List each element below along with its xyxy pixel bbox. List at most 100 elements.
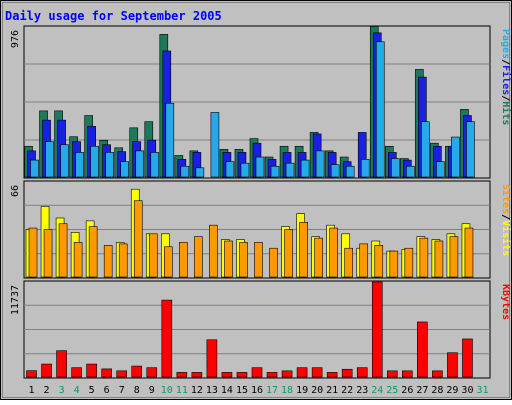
y-max-label: 976 bbox=[10, 30, 21, 48]
bar-pages-day-27 bbox=[421, 121, 430, 178]
bar-pages-day-17 bbox=[270, 165, 280, 178]
bar-pages-day-24 bbox=[375, 41, 385, 178]
bar-pages-day-30 bbox=[466, 121, 475, 178]
legend: Sites/Visits bbox=[500, 184, 512, 256]
legend-hits: Hits bbox=[500, 101, 512, 125]
x-tick-label-day-3: 3 bbox=[59, 385, 65, 396]
bar-kbytes-day-22 bbox=[341, 368, 353, 378]
x-tick-label-day-10: 10 bbox=[161, 385, 173, 396]
bar-pages-day-25 bbox=[390, 158, 400, 178]
bar-sites-day-5 bbox=[88, 226, 98, 278]
bar-sites-day-8 bbox=[133, 200, 143, 278]
bar-pages-day-26 bbox=[406, 165, 415, 178]
bar-pages-day-29 bbox=[451, 136, 460, 178]
bar-kbytes-day-28 bbox=[432, 370, 443, 378]
bar-kbytes-day-19 bbox=[296, 367, 308, 378]
bar-kbytes-day-17 bbox=[266, 372, 278, 378]
x-axis-day-labels: 1 2 3 4 5 6 7 8 9 10 11 12 13 14 15 16 17 18 19 20 21 22 23 24 2… bbox=[29, 385, 489, 396]
x-tick-label-day-31: 31 bbox=[476, 385, 488, 396]
legend-visits: Visits bbox=[500, 220, 512, 256]
bar-pages-day-4 bbox=[75, 152, 84, 178]
bar-kbytes-day-11 bbox=[176, 372, 188, 378]
bar-kbytes-day-27 bbox=[417, 321, 428, 378]
bar-sites-day-16 bbox=[254, 242, 263, 278]
bar-kbytes-day-30 bbox=[462, 338, 473, 378]
bar-pages-day-7 bbox=[120, 161, 130, 178]
bar-sites-day-14 bbox=[224, 240, 233, 278]
bar-pages-day-8 bbox=[135, 150, 145, 178]
bar-kbytes-day-15 bbox=[236, 372, 248, 378]
x-tick-label-day-20: 20 bbox=[311, 385, 323, 396]
bar-pages-day-18 bbox=[285, 162, 295, 178]
bar-kbytes-day-8 bbox=[131, 365, 143, 378]
x-tick-label-day-23: 23 bbox=[356, 385, 368, 396]
bar-sites-day-2 bbox=[43, 229, 53, 278]
bar-pages-day-12 bbox=[195, 167, 205, 178]
bar-kbytes-day-5 bbox=[86, 363, 97, 378]
bar-sites-day-25 bbox=[389, 250, 399, 278]
x-tick-label-day-1: 1 bbox=[29, 385, 35, 396]
bar-kbytes-day-18 bbox=[281, 370, 293, 378]
bar-kbytes-day-16 bbox=[251, 367, 263, 378]
bar-sites-day-24 bbox=[374, 245, 384, 278]
bar-sites-day-23 bbox=[359, 243, 369, 278]
bar-pages-day-6 bbox=[105, 152, 114, 178]
x-tick-label-day-6: 6 bbox=[104, 385, 110, 396]
y-max-label: 66 bbox=[10, 185, 21, 197]
x-tick-label-day-2: 2 bbox=[44, 385, 50, 396]
panel-kbytes: 11737 KBytes bbox=[10, 280, 511, 379]
legend-separator: / bbox=[500, 95, 511, 101]
bar-kbytes-day-2 bbox=[41, 363, 52, 378]
bar-kbytes-day-10 bbox=[161, 299, 173, 378]
bar-sites-day-17 bbox=[269, 247, 278, 278]
x-tick-label-day-25: 25 bbox=[386, 385, 398, 396]
bar-kbytes-day-21 bbox=[326, 372, 338, 378]
bar-sites-day-7 bbox=[118, 243, 128, 278]
x-tick-label-day-8: 8 bbox=[134, 385, 140, 396]
bar-pages-day-15 bbox=[240, 162, 250, 178]
bar-pages-day-9 bbox=[150, 152, 160, 178]
bar-kbytes-day-14 bbox=[221, 372, 233, 378]
x-tick-label-day-18: 18 bbox=[281, 385, 293, 396]
legend-separator: / bbox=[500, 59, 511, 65]
legend: KBytes bbox=[500, 284, 511, 320]
bar-pages-day-11 bbox=[180, 165, 190, 178]
legend-files: Files bbox=[500, 65, 512, 95]
bar-sites-day-30 bbox=[464, 227, 474, 278]
bar-sites-day-11 bbox=[179, 242, 188, 278]
legend-separator: / bbox=[500, 214, 511, 220]
bar-sites-day-4 bbox=[73, 242, 83, 278]
bar-pages-day-5 bbox=[90, 145, 99, 178]
bar-kbytes-day-7 bbox=[116, 370, 128, 378]
bar-kbytes-day-20 bbox=[311, 367, 323, 378]
bar-pages-day-19 bbox=[300, 159, 310, 178]
chart-title: Daily usage for September 2005 bbox=[5, 9, 222, 23]
inner-border bbox=[2, 2, 510, 398]
bar-kbytes-day-25 bbox=[386, 370, 398, 378]
bar-kbytes-day-13 bbox=[206, 339, 218, 378]
bar-pages-day-3 bbox=[60, 144, 69, 178]
legend: Pages/Files/Hits bbox=[500, 29, 512, 125]
bar-sites-day-19 bbox=[299, 222, 308, 278]
x-tick-label-day-11: 11 bbox=[176, 385, 188, 396]
x-tick-label-day-26: 26 bbox=[401, 385, 413, 396]
bar-sites-day-1 bbox=[28, 227, 38, 278]
x-tick-label-day-16: 16 bbox=[251, 385, 263, 396]
legend-pages: Pages bbox=[500, 29, 511, 59]
bar-sites-day-9 bbox=[148, 233, 158, 278]
bar-sites-day-29 bbox=[449, 236, 459, 278]
bar-pages-day-28 bbox=[436, 161, 445, 178]
x-tick-label-day-30: 30 bbox=[461, 385, 473, 396]
bar-kbytes-day-29 bbox=[447, 352, 458, 378]
x-tick-label-day-24: 24 bbox=[371, 385, 383, 396]
bar-sites-day-12 bbox=[194, 236, 203, 278]
bar-kbytes-day-26 bbox=[402, 370, 413, 378]
bar-kbytes-day-1 bbox=[26, 370, 37, 378]
bar-sites-day-15 bbox=[239, 242, 248, 278]
x-tick-label-day-9: 9 bbox=[149, 385, 155, 396]
x-tick-label-day-27: 27 bbox=[416, 385, 428, 396]
bar-sites-day-13 bbox=[209, 224, 218, 278]
